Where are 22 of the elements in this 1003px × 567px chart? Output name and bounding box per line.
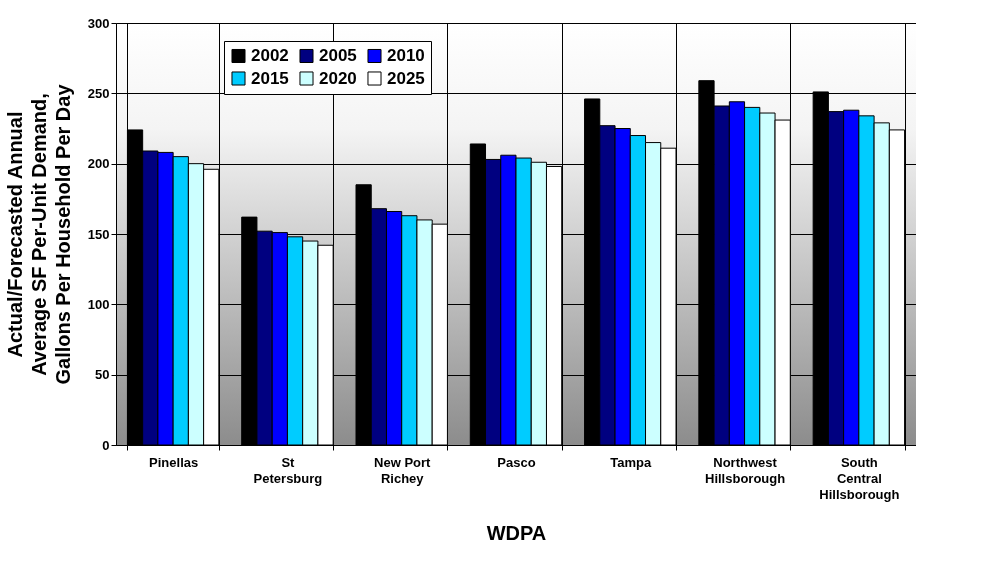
- y-tick-label: 200: [87, 156, 110, 172]
- legend-label: 2010: [387, 45, 425, 65]
- x-axis-title: WDPA: [486, 521, 547, 544]
- y-tick-label: 150: [87, 226, 110, 242]
- x-tick-label: New Port Richey: [374, 454, 432, 486]
- x-tick-label: St Petersburg: [253, 454, 323, 486]
- y-tick-label: 0: [102, 437, 110, 453]
- y-tick-label: 50: [95, 367, 110, 383]
- y-axis-title: Actual/Forecasted Annual Average SF Per-Unit Demand, Gallons Per Household Per Day: [3, 83, 74, 385]
- y-tick-label: 250: [87, 85, 110, 101]
- y-tick-label: 100: [87, 296, 110, 312]
- x-tick-label: Northwest Hillsborough: [704, 454, 786, 486]
- legend-label: 2015: [251, 68, 289, 88]
- legend-label: 2005: [319, 45, 357, 65]
- x-tick-label: Pasco: [497, 454, 536, 470]
- x-tick-label: Pinellas: [149, 454, 199, 470]
- legend-label: 2020: [319, 68, 357, 88]
- legend-label: 2002: [251, 45, 289, 65]
- x-tick-label: South Central Hillsborough: [819, 454, 900, 502]
- x-tick-label: Tampa: [610, 454, 653, 470]
- legend-label: 2025: [387, 68, 425, 88]
- y-tick-label: 300: [87, 15, 110, 31]
